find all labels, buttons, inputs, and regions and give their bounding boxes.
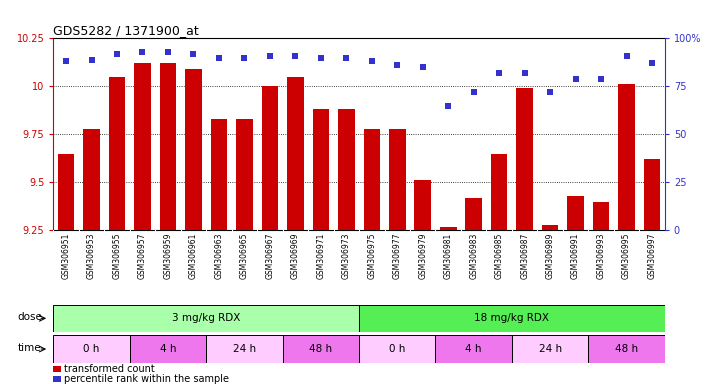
- Text: GSM306975: GSM306975: [368, 233, 376, 279]
- Point: [570, 76, 582, 82]
- Point: [646, 60, 658, 66]
- Text: GSM306991: GSM306991: [571, 233, 580, 279]
- Text: GSM306981: GSM306981: [444, 233, 453, 279]
- Bar: [512, 335, 589, 363]
- Point: [289, 53, 301, 59]
- Bar: [283, 335, 359, 363]
- Point: [341, 55, 352, 61]
- Bar: [129, 335, 206, 363]
- Text: time: time: [18, 343, 41, 353]
- Text: transformed count: transformed count: [64, 364, 155, 374]
- Text: GSM306979: GSM306979: [418, 233, 427, 279]
- Bar: [363, 129, 380, 230]
- Text: GSM306985: GSM306985: [495, 233, 503, 279]
- Point: [366, 58, 378, 65]
- Text: 4 h: 4 h: [466, 344, 482, 354]
- Text: GDS5282 / 1371900_at: GDS5282 / 1371900_at: [53, 24, 199, 37]
- Text: GSM306953: GSM306953: [87, 233, 96, 279]
- Text: 24 h: 24 h: [232, 344, 256, 354]
- Text: GSM306955: GSM306955: [112, 233, 122, 279]
- Text: GSM306997: GSM306997: [648, 233, 656, 279]
- Text: GSM306969: GSM306969: [291, 233, 300, 279]
- Bar: [466, 198, 482, 230]
- Bar: [516, 88, 533, 230]
- Point: [392, 62, 403, 68]
- Point: [239, 55, 250, 61]
- Text: GSM306983: GSM306983: [469, 233, 479, 279]
- Point: [188, 51, 199, 57]
- Bar: [109, 77, 125, 230]
- Text: percentile rank within the sample: percentile rank within the sample: [64, 374, 230, 384]
- Text: 48 h: 48 h: [615, 344, 638, 354]
- Bar: [262, 86, 278, 230]
- Bar: [435, 335, 512, 363]
- Point: [315, 55, 326, 61]
- Bar: [236, 119, 252, 230]
- Bar: [491, 154, 508, 230]
- Text: 3 mg/kg RDX: 3 mg/kg RDX: [172, 313, 240, 323]
- Text: 24 h: 24 h: [538, 344, 562, 354]
- Bar: [389, 129, 405, 230]
- Bar: [440, 227, 456, 230]
- Text: GSM306967: GSM306967: [265, 233, 274, 279]
- Text: GSM306995: GSM306995: [622, 233, 631, 279]
- Bar: [643, 159, 661, 230]
- Bar: [359, 335, 435, 363]
- Text: 0 h: 0 h: [83, 344, 100, 354]
- Bar: [313, 109, 329, 230]
- Text: GSM306951: GSM306951: [62, 233, 70, 279]
- Text: GSM306957: GSM306957: [138, 233, 147, 279]
- Point: [137, 49, 148, 55]
- Point: [519, 70, 530, 76]
- Point: [162, 49, 173, 55]
- Point: [86, 56, 97, 63]
- Bar: [53, 376, 60, 382]
- Text: GSM306959: GSM306959: [164, 233, 173, 279]
- Point: [621, 53, 632, 59]
- Bar: [593, 202, 609, 230]
- Bar: [210, 119, 228, 230]
- Bar: [338, 109, 355, 230]
- Text: GSM306965: GSM306965: [240, 233, 249, 279]
- Point: [545, 89, 556, 95]
- Point: [112, 51, 123, 57]
- Text: 48 h: 48 h: [309, 344, 333, 354]
- Text: GSM306971: GSM306971: [316, 233, 326, 279]
- Bar: [53, 305, 359, 332]
- Text: dose: dose: [17, 312, 42, 322]
- Text: GSM306963: GSM306963: [215, 233, 223, 279]
- Point: [442, 103, 454, 109]
- Point: [417, 64, 429, 70]
- Text: 18 mg/kg RDX: 18 mg/kg RDX: [474, 313, 550, 323]
- Point: [468, 89, 479, 95]
- Bar: [619, 84, 635, 230]
- Text: 0 h: 0 h: [389, 344, 405, 354]
- Bar: [83, 129, 100, 230]
- Bar: [160, 63, 176, 230]
- Bar: [287, 77, 304, 230]
- Point: [213, 55, 225, 61]
- Bar: [185, 69, 202, 230]
- Text: GSM306989: GSM306989: [545, 233, 555, 279]
- Bar: [53, 366, 60, 372]
- Bar: [206, 335, 283, 363]
- Text: GSM306993: GSM306993: [597, 233, 606, 279]
- Bar: [415, 180, 431, 230]
- Bar: [134, 63, 151, 230]
- Text: GSM306961: GSM306961: [189, 233, 198, 279]
- Point: [264, 53, 276, 59]
- Bar: [542, 225, 558, 230]
- Bar: [567, 196, 584, 230]
- Point: [595, 76, 606, 82]
- Bar: [58, 154, 75, 230]
- Point: [493, 70, 505, 76]
- Text: GSM306973: GSM306973: [342, 233, 351, 279]
- Text: GSM306987: GSM306987: [520, 233, 529, 279]
- Bar: [359, 305, 665, 332]
- Bar: [589, 335, 665, 363]
- Bar: [53, 335, 129, 363]
- Text: GSM306977: GSM306977: [392, 233, 402, 279]
- Point: [60, 58, 72, 65]
- Text: 4 h: 4 h: [160, 344, 176, 354]
